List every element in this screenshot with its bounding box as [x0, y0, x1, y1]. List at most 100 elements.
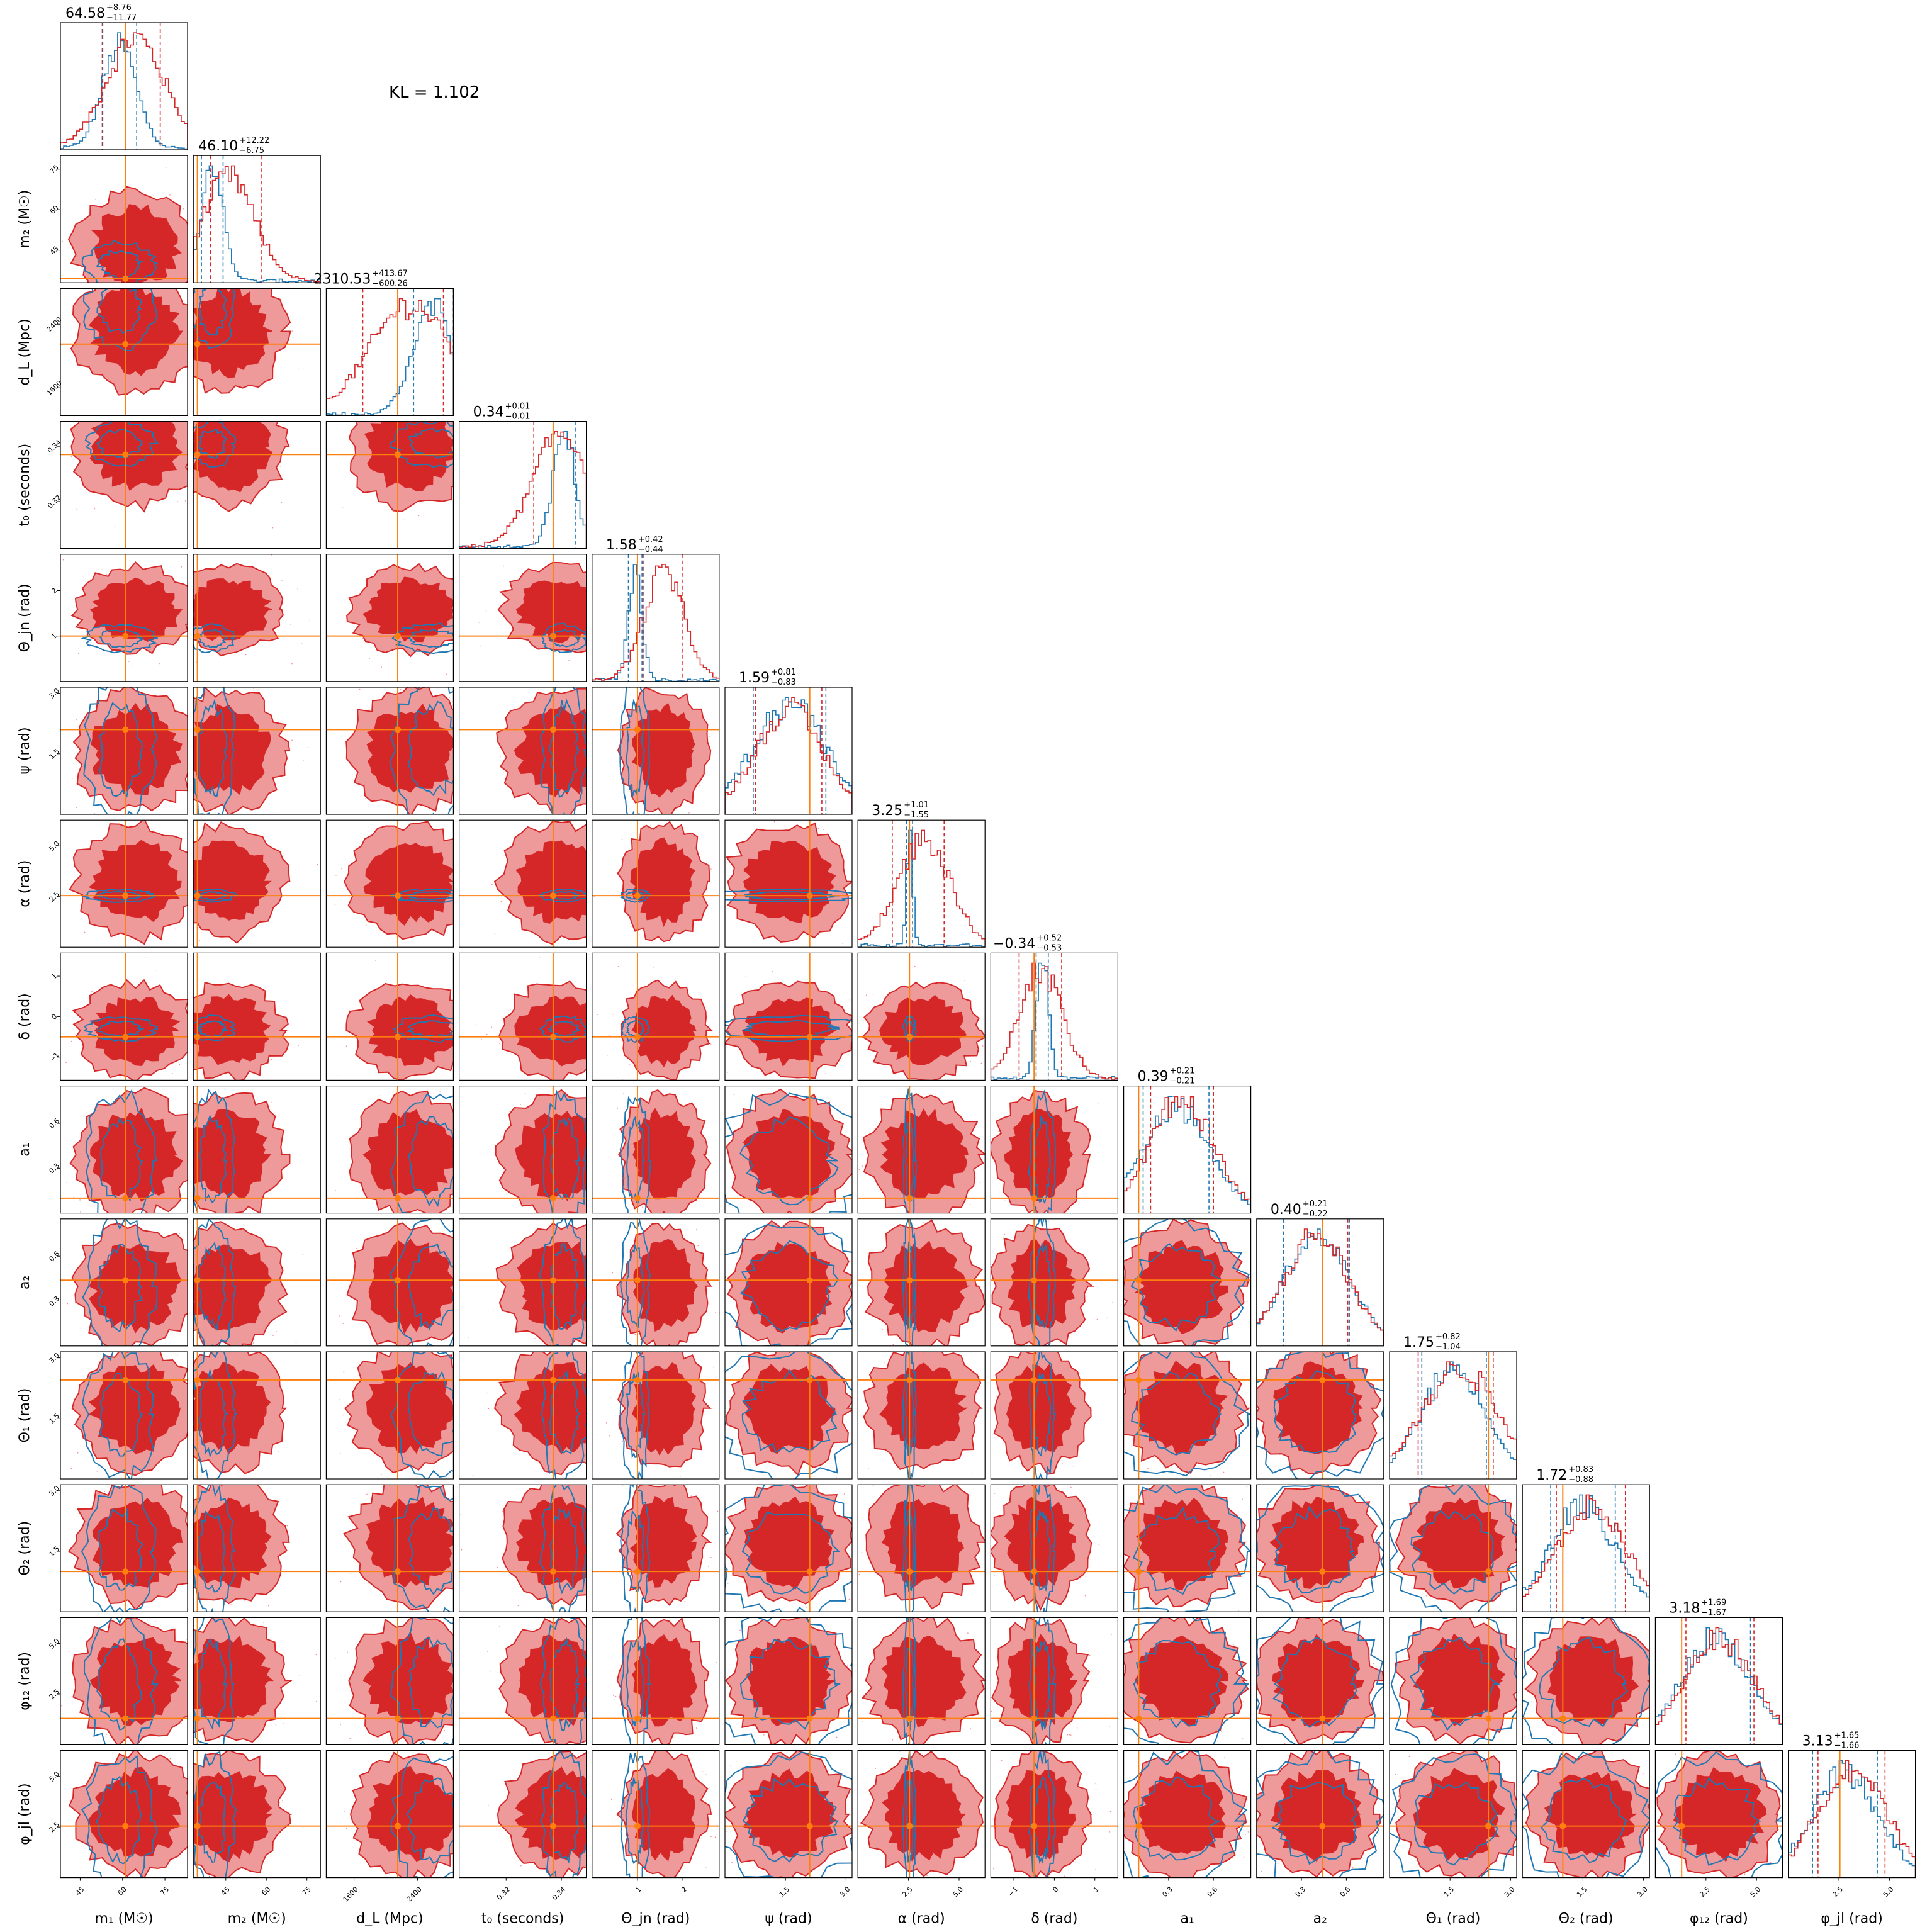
contour-b-inner	[407, 1371, 454, 1457]
truth-marker	[395, 632, 402, 639]
sample-dot	[859, 1704, 861, 1705]
sample-dot	[517, 1605, 519, 1607]
stat-minus-5: −0.83	[771, 678, 796, 687]
sample-dot	[763, 1734, 765, 1736]
sample-dot	[340, 1724, 341, 1726]
kl-annotation: KL = 1.102	[389, 83, 480, 102]
panel-frame	[1256, 1617, 1384, 1745]
sample-dot	[281, 580, 283, 581]
panel-5-0: 1.53.0ψ (rad)	[17, 687, 188, 815]
contour-a-inner	[1134, 1240, 1228, 1334]
sample-dot	[1245, 1834, 1246, 1836]
sample-dot	[618, 1706, 620, 1707]
panel-frame	[325, 687, 454, 815]
panel-10-7	[990, 1351, 1119, 1480]
contour-b-inner	[198, 1510, 225, 1593]
panel-9-1	[193, 1218, 321, 1347]
panel-frame	[193, 1617, 321, 1745]
panel-13-7: −1 0 1δ (rad)	[990, 1750, 1119, 1927]
sample-dot	[145, 956, 147, 958]
panel-frame	[1123, 1750, 1252, 1879]
sample-dot	[219, 1738, 220, 1739]
truth-marker	[194, 892, 201, 899]
panel-2-2: 2310.53 +413.67−600.26	[313, 269, 454, 416]
stat-plus-5: +0.81	[771, 668, 796, 677]
panel-frame	[458, 1085, 587, 1214]
sample-dot	[286, 1525, 288, 1527]
sample-dot	[717, 1510, 719, 1512]
sample-dot	[494, 933, 496, 935]
panel-frame	[60, 1750, 188, 1879]
y-axis-label-6: α (rad)	[17, 860, 33, 907]
truth-marker	[122, 340, 129, 347]
sample-dot	[688, 812, 690, 814]
panel-frame	[1654, 1617, 1783, 1745]
contour-a-inner	[880, 1108, 969, 1199]
panel-frame	[325, 1484, 454, 1612]
panel-12-12: 3.18 +1.69−1.67	[1654, 1598, 1783, 1745]
sample-dot	[181, 1722, 182, 1724]
contour-b-inner	[1271, 1782, 1357, 1865]
contour-b-outer	[391, 622, 454, 654]
contour-b-outer	[81, 1485, 157, 1612]
panel-11-4	[592, 1484, 720, 1612]
panel-12-10	[1389, 1617, 1517, 1745]
contour-b-inner	[198, 1114, 227, 1204]
sample-dot	[78, 1433, 80, 1435]
sample-dot	[186, 1639, 188, 1640]
panel-6-6: 3.25 +1.01−1.55	[857, 800, 986, 948]
sample-dot	[980, 1062, 982, 1064]
sample-dot	[1098, 1544, 1100, 1546]
truth-marker	[122, 892, 129, 899]
truth-marker	[634, 1033, 641, 1040]
sample-dot	[169, 1758, 171, 1760]
truth-marker	[122, 1822, 129, 1829]
contour-b-inner	[96, 1637, 143, 1731]
sample-dot	[1364, 1497, 1365, 1498]
sample-dot	[1086, 1774, 1088, 1775]
sample-dot	[992, 1818, 994, 1820]
sample-dot	[181, 566, 183, 568]
truth-marker	[1559, 1715, 1566, 1722]
sample-dot	[1001, 1760, 1003, 1761]
sample-dot	[271, 1101, 273, 1103]
contour-b-outer	[620, 1218, 651, 1346]
contour-b-inner	[905, 1778, 914, 1863]
x-axis-label-4: Θ_jn (rad)	[621, 1911, 690, 1927]
sample-dot	[708, 1566, 709, 1568]
sample-dot	[979, 1182, 981, 1183]
contour-a-inner	[1135, 1361, 1228, 1454]
truth-marker	[1319, 1715, 1326, 1722]
contour-b-outer	[539, 687, 587, 814]
panel-frame	[458, 952, 587, 1081]
panel-frame	[592, 1750, 720, 1879]
truth-marker	[906, 1568, 913, 1575]
stat-plus-12: +1.69	[1701, 1598, 1726, 1607]
sample-dot	[1048, 1876, 1050, 1877]
sample-dot	[488, 1408, 490, 1410]
contour-a-inner	[631, 994, 697, 1068]
panel-frame	[458, 1484, 587, 1612]
sample-dot	[343, 1371, 345, 1373]
panel-frame	[592, 1617, 720, 1745]
contour-b-outer	[902, 1485, 917, 1612]
sample-dot	[472, 1474, 474, 1476]
sample-dot	[848, 1598, 850, 1600]
sample-dot	[76, 719, 77, 720]
sample-dot	[292, 337, 294, 339]
sample-dot	[307, 747, 309, 748]
panel-frame	[1256, 1484, 1384, 1612]
sample-dot	[503, 565, 505, 567]
panel-frame	[1389, 1750, 1517, 1879]
sample-dot	[1242, 1738, 1244, 1739]
panel-13-10: 1.5 3.0Θ₁ (rad)	[1389, 1750, 1517, 1927]
sample-dot	[1261, 1871, 1262, 1872]
sample-dot	[1073, 1466, 1074, 1467]
contour-b-inner	[97, 1020, 145, 1038]
sample-dot	[843, 1493, 845, 1495]
y-axis-label-12: φ₁₂ (rad)	[17, 1652, 33, 1710]
sample-dot	[727, 1071, 729, 1073]
truth-marker	[634, 726, 641, 733]
x-axis-label-1: m₂ (M☉)	[228, 1911, 286, 1927]
panel-9-6	[857, 1218, 986, 1347]
